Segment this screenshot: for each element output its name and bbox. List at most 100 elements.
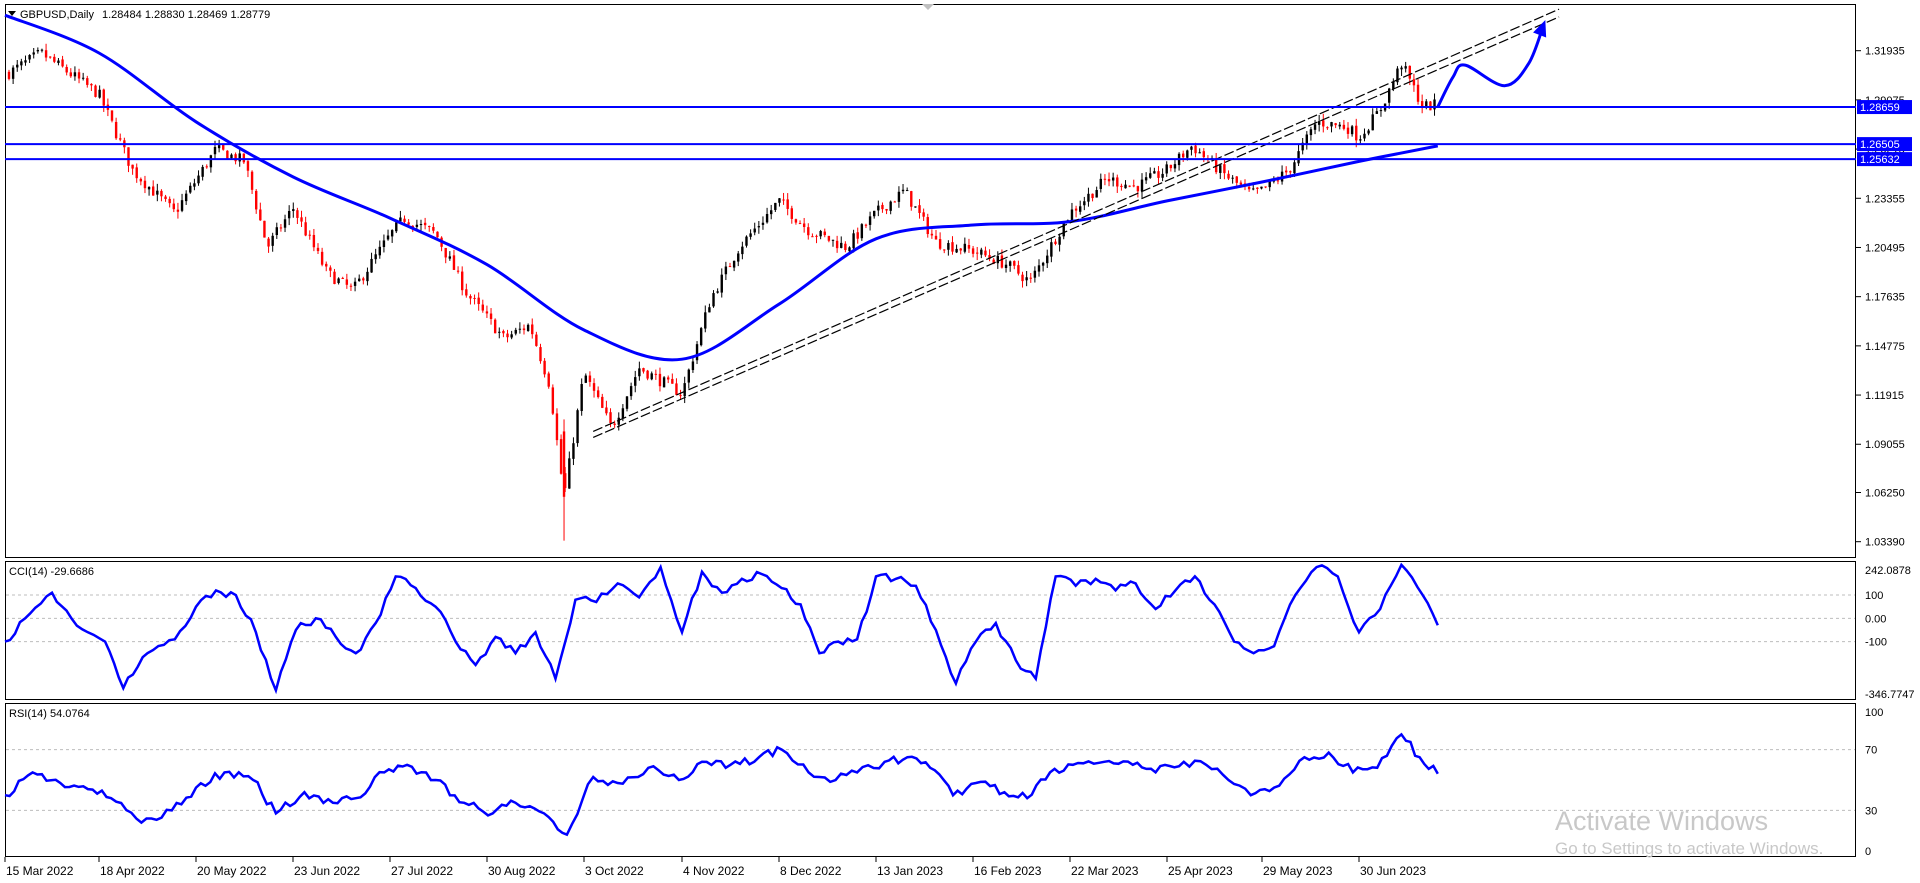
candle: [94, 84, 97, 98]
candle: [444, 247, 447, 264]
candle: [728, 262, 732, 268]
candle: [881, 202, 884, 213]
candle: [1136, 185, 1140, 198]
candle: [1309, 126, 1313, 141]
candle: [1338, 121, 1341, 130]
candle: [708, 303, 711, 313]
candle: [395, 221, 398, 234]
candle: [362, 276, 365, 285]
candle: [617, 412, 620, 431]
candle: [287, 205, 291, 226]
candle: [889, 200, 892, 215]
candle: [778, 198, 781, 207]
candle: [629, 382, 633, 400]
candle: [988, 249, 991, 262]
candle: [131, 164, 134, 175]
candle: [934, 229, 938, 240]
oscillator-axis-label: 0: [1865, 846, 1871, 858]
price-pane-frame: [5, 4, 1856, 558]
candle: [1264, 186, 1267, 189]
trend-line[interactable]: [592, 16, 1560, 439]
candle: [996, 251, 999, 269]
price-axis-label: 1.03390: [1865, 537, 1905, 549]
candle: [798, 220, 802, 225]
candle: [1029, 272, 1032, 283]
moving-average-line[interactable]: [4, 13, 1439, 362]
symbol-label: GBPUSD,Daily: [20, 9, 94, 21]
trend-line[interactable]: [592, 8, 1560, 432]
candle: [98, 85, 101, 99]
candle: [1037, 259, 1041, 277]
candle: [436, 231, 439, 238]
rsi-pane[interactable]: RSI(14) 54.0764: [4, 703, 1856, 857]
candle: [469, 294, 472, 305]
candle: [844, 241, 847, 253]
projection-path[interactable]: [1436, 23, 1546, 108]
candle: [1371, 108, 1374, 131]
horizontal-levels[interactable]: [5, 106, 1856, 161]
price-axis-label: 1.11915: [1865, 390, 1904, 402]
candle: [518, 322, 522, 334]
candle: [1169, 164, 1173, 172]
candle: [160, 189, 163, 202]
price-axis-label: 1.23355: [1865, 193, 1905, 205]
candle: [539, 343, 542, 364]
candle: [1095, 186, 1098, 198]
candle: [1120, 183, 1123, 191]
triangle-down-icon[interactable]: [8, 11, 16, 16]
candle: [69, 68, 72, 78]
candle: [263, 220, 266, 238]
candle: [172, 198, 175, 213]
candle: [1083, 196, 1086, 211]
candle: [320, 247, 324, 267]
candle: [378, 240, 381, 259]
trend-channel[interactable]: [592, 8, 1560, 439]
candle: [197, 170, 200, 186]
candle: [712, 290, 715, 308]
candle: [704, 305, 707, 333]
candle: [139, 177, 143, 186]
candle: [1379, 106, 1383, 117]
candle: [114, 117, 118, 140]
candle: [7, 69, 11, 81]
price-axis-label: 1.06250: [1865, 487, 1905, 499]
price-tag: 1.25632: [1857, 152, 1912, 167]
candle: [1256, 187, 1259, 194]
price-axis-label: 1.20495: [1865, 242, 1905, 254]
candle: [209, 154, 213, 173]
candle: [238, 148, 241, 167]
candle: [366, 267, 369, 286]
candle: [316, 243, 320, 255]
oscillator-axis-label: 100: [1865, 707, 1883, 719]
date-axis-label: 3 Oct 2022: [585, 864, 644, 878]
candle: [1087, 187, 1090, 207]
candle: [180, 193, 184, 213]
date-axis-label: 29 May 2023: [1263, 864, 1333, 878]
candle: [36, 47, 40, 54]
candle: [28, 54, 31, 63]
candle: [1190, 145, 1193, 156]
candle: [1231, 175, 1234, 184]
candle: [873, 210, 876, 219]
candle: [325, 261, 328, 272]
candle: [662, 376, 666, 388]
candle: [498, 327, 501, 339]
candle: [1161, 168, 1164, 182]
candle: [1054, 238, 1057, 246]
cci-pane[interactable]: CCI(14) -29.6686: [4, 561, 1856, 700]
candle: [57, 58, 60, 66]
candle: [226, 150, 229, 160]
candle: [510, 330, 513, 340]
price-pane[interactable]: GBPUSD,Daily 1.28484 1.28830 1.28469 1.2…: [4, 4, 1856, 558]
candle: [864, 223, 868, 229]
candle: [90, 83, 93, 91]
candle: [246, 160, 250, 178]
candle: [1111, 172, 1115, 187]
candle: [1116, 174, 1119, 193]
candle: [732, 260, 736, 272]
price-axis[interactable]: 1.319351.290751.262151.233551.204951.176…: [1856, 46, 1905, 549]
projection-arrow[interactable]: [1436, 20, 1547, 108]
shift-marker-icon[interactable]: [922, 4, 934, 10]
candle: [741, 241, 744, 260]
